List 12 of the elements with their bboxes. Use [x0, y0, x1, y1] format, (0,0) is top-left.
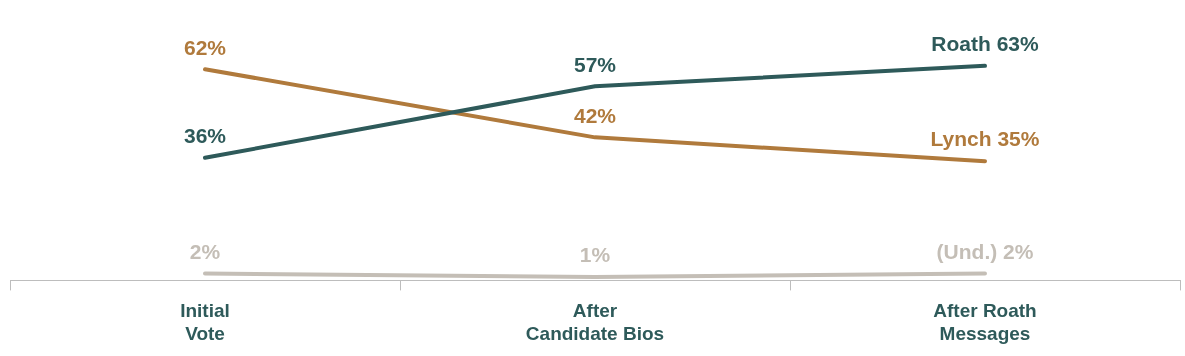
data-label: Lynch 35% [930, 127, 1040, 151]
x-tick-label: After Roath Messages [933, 300, 1037, 344]
x-tick-label: After Candidate Bios [525, 300, 665, 344]
data-label: 42% [573, 103, 617, 127]
data-label: (Und.) 2% [936, 239, 1034, 263]
data-label: 1% [579, 243, 611, 267]
data-label: 62% [183, 35, 227, 59]
data-label: Roath 63% [931, 32, 1040, 56]
data-label: 57% [573, 52, 617, 76]
data-label: 2% [189, 239, 221, 263]
x-tick-label: Initial Vote [180, 300, 230, 344]
data-label: 36% [183, 124, 227, 148]
